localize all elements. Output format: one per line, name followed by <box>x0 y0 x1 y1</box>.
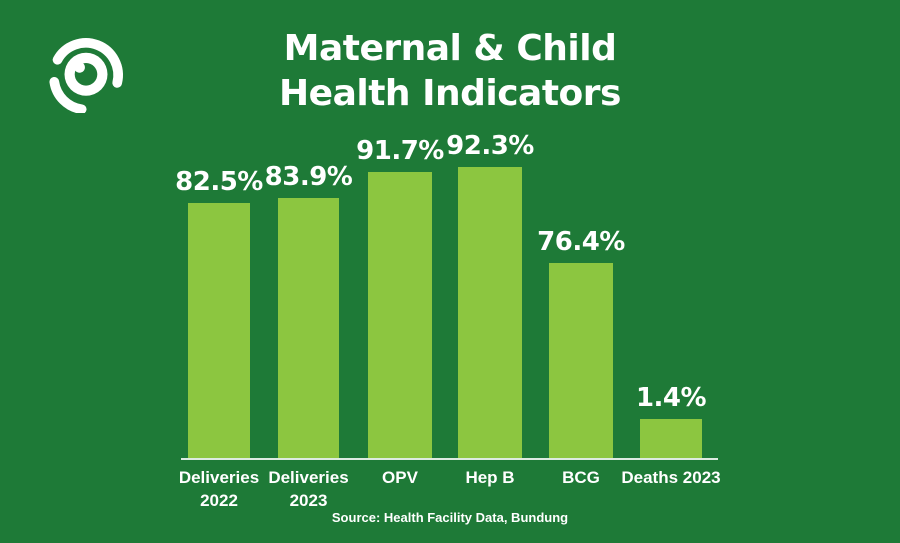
x-axis-line <box>181 458 718 460</box>
bar-deliveries-2022 <box>188 203 250 458</box>
bar-value-label-opv: 91.7% <box>356 136 444 166</box>
bar-deliveries-2023 <box>278 198 339 458</box>
x-tick-label-deliveries-2022: Deliveries 2022 <box>178 468 260 510</box>
bar-value-label-hep-b: 92.3% <box>446 131 534 161</box>
x-tick-label-opv: OPV <box>382 468 418 487</box>
bar-opv <box>368 172 432 458</box>
bar-value-label-deliveries-2022: 82.5% <box>175 167 263 197</box>
chart-title-line-2: Health Indicators <box>279 73 621 114</box>
chart-title: Maternal & Child Health Indicators <box>0 26 900 116</box>
bar-hep-b <box>458 167 522 458</box>
chart-title-line-1: Maternal & Child <box>283 28 617 69</box>
logo-top-arc <box>52 38 123 88</box>
bar-value-label-deliveries-2023: 83.9% <box>264 162 353 192</box>
logo-bottom-arc <box>49 76 87 113</box>
bar-deaths-2023 <box>640 419 702 458</box>
x-tick-label-bcg: BCG <box>562 468 600 487</box>
logo-pupil-highlight <box>74 61 85 73</box>
bar-value-label-deaths-2023: 1.4% <box>635 383 707 413</box>
organization-eye-logo <box>49 38 123 113</box>
bar-value-label-bcg: 76.4% <box>537 227 625 257</box>
x-tick-label-deaths-2023: Deaths 2023 <box>621 468 721 487</box>
bar-bcg <box>549 263 613 458</box>
x-tick-label-deliveries-2023: Deliveries 2023 <box>268 468 349 510</box>
x-tick-label-hep-b: Hep B <box>465 468 515 487</box>
source-note: Source: Health Facility Data, Bundung <box>331 510 569 525</box>
